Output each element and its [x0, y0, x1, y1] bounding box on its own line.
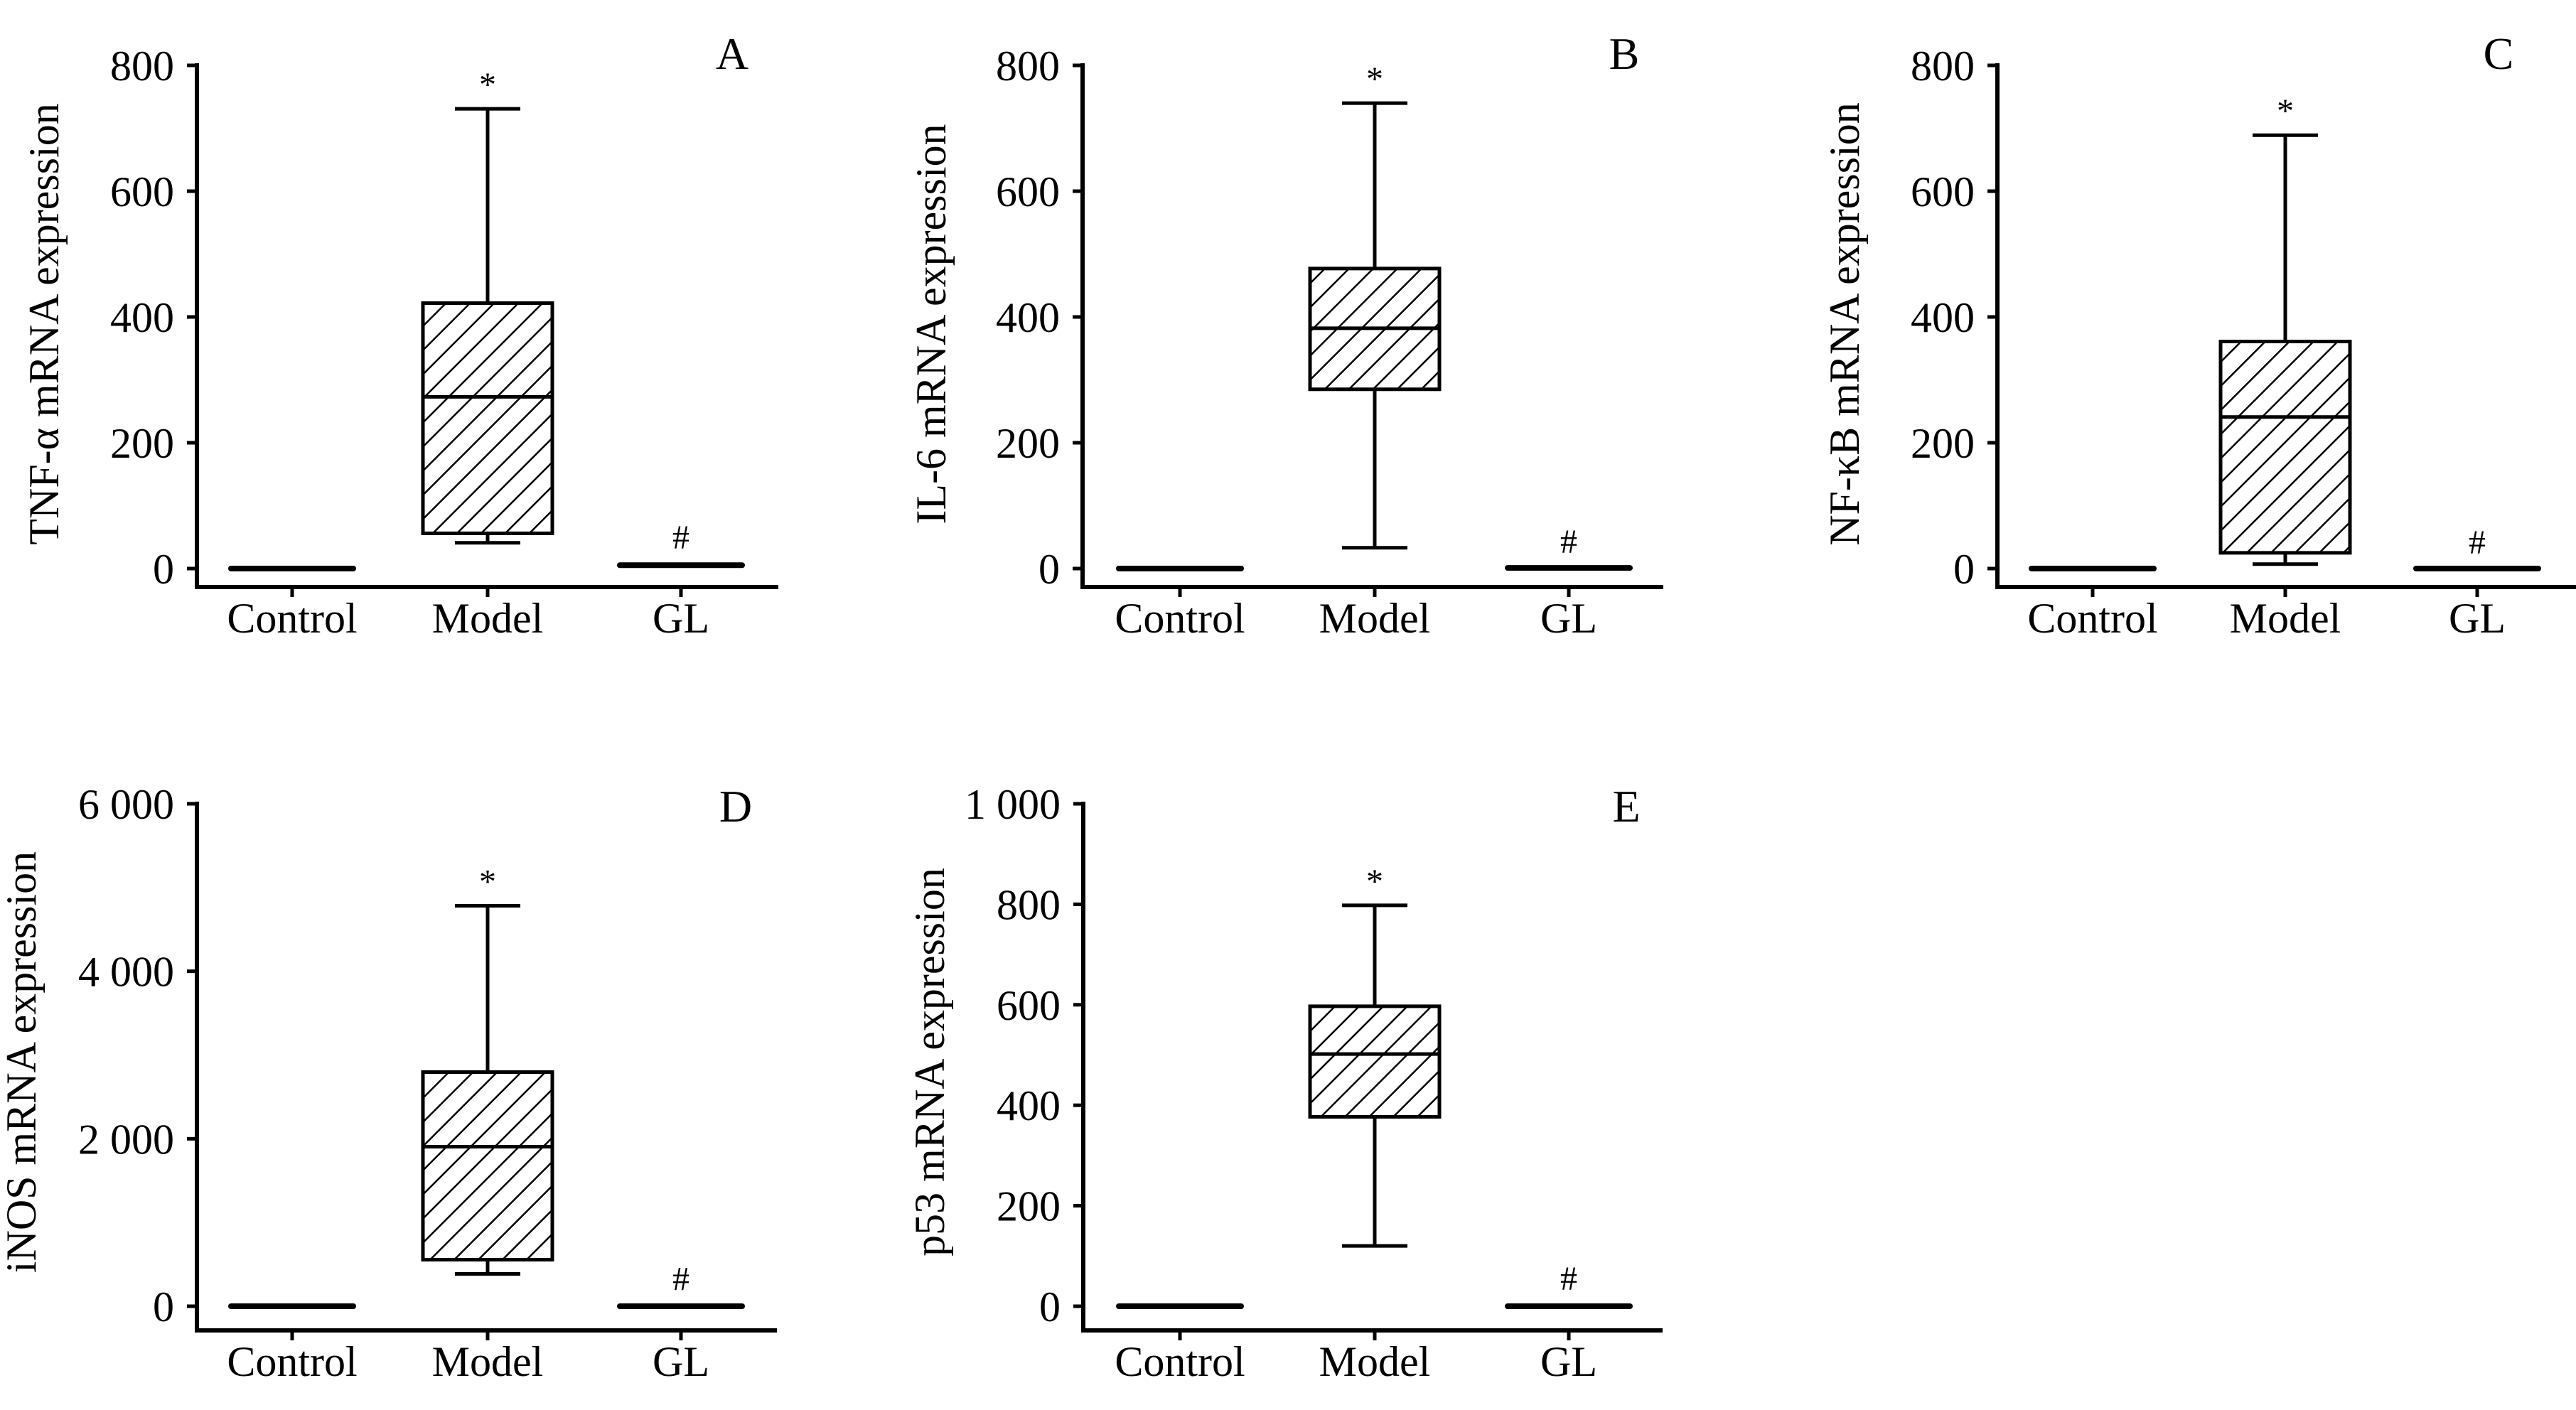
- y-tick-label: 0: [153, 546, 174, 593]
- significance-hash: #: [672, 1261, 689, 1298]
- significance-hash: #: [2469, 524, 2486, 561]
- box-control: [228, 566, 356, 571]
- x-tick-label: GL: [2449, 595, 2506, 642]
- panel-letter: E: [1612, 781, 1640, 832]
- y-tick-label: 0: [1039, 546, 1060, 593]
- flat-box: [617, 1303, 745, 1309]
- y-tick-label: 400: [996, 294, 1060, 341]
- significance-asterisk: *: [2277, 92, 2294, 130]
- box-model: *: [421, 66, 554, 545]
- y-tick-label: 2 000: [78, 1116, 174, 1163]
- panel-e: 0 200 400 600 800 1 000 p53 mRNA expression Con…: [906, 781, 1663, 1385]
- box-control: [1116, 566, 1244, 571]
- panel-letter: C: [2484, 28, 2514, 79]
- y-axis-title: IL-6 mRNA expression: [908, 124, 955, 524]
- y-axis-title: NF-κB mRNA expression: [1821, 102, 1868, 546]
- box-iqr: [421, 301, 554, 535]
- significance-asterisk: *: [1366, 60, 1383, 98]
- y-tick-label: 600: [996, 168, 1060, 215]
- x-tick-label: Model: [1319, 1338, 1431, 1385]
- panel-letter: B: [1609, 28, 1640, 79]
- x-tick-label: GL: [653, 1338, 709, 1385]
- y-tick-label: 200: [997, 1183, 1061, 1230]
- box-gl: #: [617, 519, 745, 569]
- x-tick-label: Control: [2027, 595, 2157, 642]
- y-tick-label: 800: [997, 881, 1061, 928]
- box-control: [2029, 566, 2157, 571]
- box-iqr: [1308, 1004, 1442, 1119]
- panel-letter: A: [716, 28, 748, 79]
- panel-c: 0 200 400 600 800 NF-κB mRNA expression Contro…: [1821, 28, 2576, 642]
- x-tick-label: Control: [1115, 1338, 1245, 1385]
- box-model: *: [421, 863, 554, 1276]
- x-tick-label: Model: [2230, 595, 2341, 642]
- y-tick-label: 6 000: [78, 781, 174, 828]
- y-axis-title: p53 mRNA expression: [906, 868, 953, 1256]
- box-model: *: [2218, 92, 2352, 566]
- y-axis-title: TNF-α mRNA expression: [21, 103, 68, 544]
- significance-hash: #: [1560, 1260, 1577, 1298]
- panel-b: 0 200 400 600 800 IL-6 mRNA expression Control…: [908, 28, 1663, 642]
- y-tick-label: 0: [153, 1283, 174, 1330]
- x-tick-label: GL: [1540, 595, 1597, 642]
- panel-d: 0 2 000 4 000 6 000 iNOS mRNA expression Cont…: [0, 781, 777, 1385]
- y-tick-label: 0: [1953, 546, 1975, 593]
- significance-hash: #: [1560, 523, 1577, 561]
- flat-box: [1116, 566, 1244, 571]
- significance-asterisk: *: [1366, 863, 1383, 900]
- x-tick-label: Control: [1115, 595, 1245, 642]
- y-tick-label: 1 000: [965, 781, 1061, 828]
- y-tick-label: 400: [110, 294, 174, 341]
- y-tick-label: 400: [1911, 294, 1975, 341]
- panel-letter: D: [719, 781, 752, 832]
- panels-group: 0 200 400 600 800 TNF-α mRNA expression Contro…: [0, 28, 2576, 1385]
- y-tick-label: 800: [1911, 43, 1975, 90]
- x-tick-label: GL: [653, 595, 709, 642]
- y-tick-label: 800: [996, 43, 1060, 90]
- panel-a: 0 200 400 600 800 TNF-α mRNA expression Contro…: [21, 28, 778, 642]
- x-tick-label: Model: [1319, 595, 1431, 642]
- y-tick-label: 0: [1039, 1283, 1061, 1330]
- x-tick-label: Control: [227, 595, 357, 642]
- x-tick-label: GL: [1540, 1338, 1597, 1385]
- flat-box: [1505, 565, 1633, 571]
- flat-box: [2029, 566, 2157, 571]
- box-model: *: [1308, 60, 1442, 550]
- box-gl: #: [617, 1261, 745, 1309]
- y-tick-label: 400: [997, 1082, 1061, 1129]
- flat-box: [1505, 1303, 1633, 1309]
- x-tick-label: Model: [432, 595, 544, 642]
- y-tick-label: 200: [1911, 420, 1975, 467]
- box-control: [228, 1303, 356, 1309]
- y-axis-title: iNOS mRNA expression: [0, 851, 45, 1273]
- box-gl: #: [1505, 523, 1633, 571]
- box-iqr: [421, 1070, 554, 1261]
- flat-box: [2413, 566, 2541, 571]
- y-tick-label: 600: [1911, 168, 1975, 215]
- significance-asterisk: *: [479, 66, 496, 104]
- box-gl: #: [1505, 1260, 1633, 1309]
- flat-box: [1116, 1303, 1244, 1309]
- x-tick-label: Model: [432, 1338, 544, 1385]
- x-tick-label: Control: [227, 1338, 357, 1385]
- y-tick-label: 800: [110, 43, 174, 90]
- box-iqr: [2218, 340, 2352, 555]
- y-tick-label: 600: [997, 982, 1061, 1029]
- significance-asterisk: *: [479, 863, 496, 901]
- flat-box: [228, 566, 356, 571]
- flat-box: [228, 1303, 356, 1309]
- y-tick-label: 200: [110, 420, 174, 467]
- box-control: [1116, 1303, 1244, 1309]
- flat-box: [617, 562, 745, 569]
- box-gl: #: [2413, 524, 2541, 571]
- box-model: *: [1308, 863, 1442, 1248]
- y-tick-label: 600: [110, 168, 174, 215]
- y-tick-label: 200: [996, 420, 1060, 467]
- y-tick-label: 4 000: [78, 949, 174, 996]
- significance-hash: #: [672, 519, 689, 556]
